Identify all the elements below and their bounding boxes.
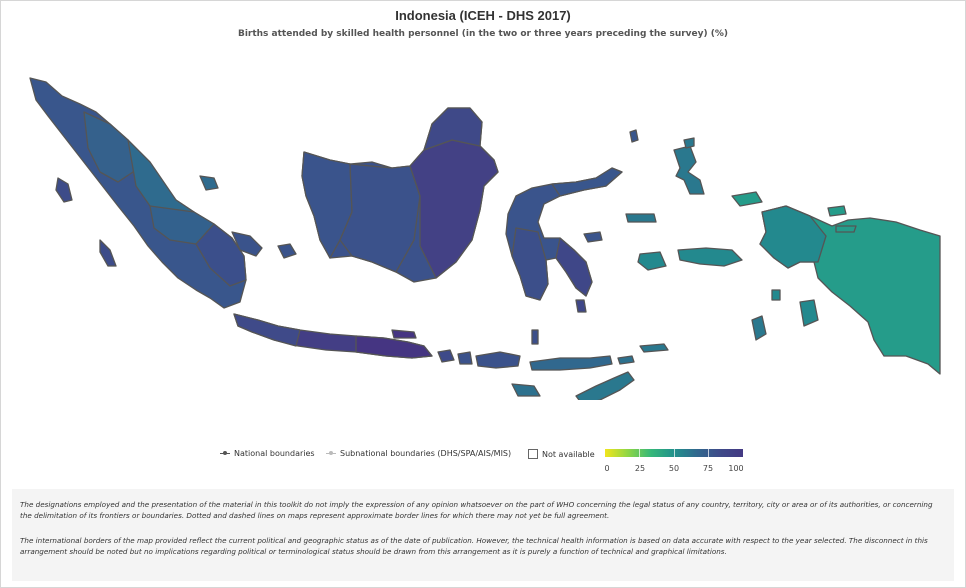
- region-sumatra-north[interactable]: [83, 111, 137, 183]
- map-title: Indonesia (ICEH - DHS 2017): [395, 8, 571, 23]
- region-kalimantan-central[interactable]: [339, 163, 421, 273]
- region-java-east[interactable]: [355, 335, 433, 359]
- legend-not-available-label: Not available: [542, 449, 595, 459]
- island-kei[interactable]: [771, 289, 781, 301]
- island-seram[interactable]: [677, 247, 743, 267]
- scale-tickmark: [708, 449, 709, 457]
- disclaimer-paragraph-2: The international borders of the map pro…: [20, 536, 928, 556]
- disclaimer-panel: The designations employed and the presen…: [12, 489, 954, 581]
- legend-not-available: Not available: [528, 449, 595, 459]
- not-available-swatch: [528, 449, 538, 459]
- region-kalimantan-west[interactable]: [301, 151, 353, 259]
- island-madura[interactable]: [391, 329, 417, 339]
- island-morotai[interactable]: [683, 137, 695, 149]
- legend-subnational-boundaries: Subnational boundaries (DHS/SPA/AIS/MIS): [326, 449, 511, 458]
- scale-tick-label: 50: [668, 464, 680, 473]
- region-sulawesi-southeast[interactable]: [555, 237, 593, 297]
- island-flores[interactable]: [529, 355, 613, 371]
- subnational-boundary-icon: [326, 450, 336, 455]
- island-bali[interactable]: [437, 349, 455, 363]
- island-biak[interactable]: [827, 205, 847, 217]
- island-alor[interactable]: [617, 355, 635, 365]
- island-lombok[interactable]: [457, 351, 473, 365]
- island-buton[interactable]: [575, 299, 587, 313]
- scale-tickmark: [639, 449, 640, 457]
- island-waigeo[interactable]: [731, 191, 763, 207]
- island-buru[interactable]: [637, 251, 667, 271]
- scale-tick-label: 100: [728, 464, 744, 473]
- legend-subnational-label: Subnational boundaries (DHS/SPA/AIS/MIS): [340, 449, 512, 458]
- region-sulawesi-north[interactable]: [551, 167, 623, 197]
- scale-tickmark: [674, 449, 675, 457]
- region-sulawesi-south[interactable]: [511, 227, 549, 301]
- region-kalimantan-north[interactable]: [423, 107, 483, 151]
- island-sangihe[interactable]: [629, 129, 639, 143]
- island-bangka[interactable]: [231, 231, 263, 257]
- disclaimer-paragraph-1: The designations employed and the presen…: [20, 500, 933, 520]
- scale-tick-label: 75: [702, 464, 714, 473]
- scale-tick-label: 0: [604, 464, 610, 473]
- island-belitung[interactable]: [277, 243, 297, 259]
- indonesia-map: [29, 77, 941, 400]
- island-sumbawa[interactable]: [475, 351, 521, 369]
- island-banggai[interactable]: [583, 231, 603, 243]
- island-riau-archipelago[interactable]: [199, 175, 219, 191]
- scale-tick-label: 25: [634, 464, 646, 473]
- legend-national-boundaries: National boundaries: [220, 449, 315, 458]
- region-java-west[interactable]: [233, 313, 301, 347]
- map-subtitle: Births attended by skilled health person…: [237, 29, 729, 39]
- island-tanimbar[interactable]: [751, 315, 767, 341]
- region-sumatra-south[interactable]: [195, 223, 247, 287]
- national-boundary-icon: [220, 450, 230, 455]
- island-wetar[interactable]: [639, 343, 669, 353]
- island-aru[interactable]: [799, 299, 819, 327]
- island-timor[interactable]: [575, 371, 635, 400]
- island-sula[interactable]: [625, 213, 657, 223]
- island-yapen[interactable]: [835, 225, 857, 233]
- region-papua-west[interactable]: [759, 205, 827, 269]
- island-mentawai[interactable]: [99, 239, 117, 267]
- island-nias[interactable]: [55, 177, 73, 203]
- island-sumba[interactable]: [511, 383, 541, 397]
- island-selayar[interactable]: [531, 329, 539, 345]
- island-halmahera[interactable]: [673, 145, 705, 195]
- legend-national-label: National boundaries: [234, 449, 315, 458]
